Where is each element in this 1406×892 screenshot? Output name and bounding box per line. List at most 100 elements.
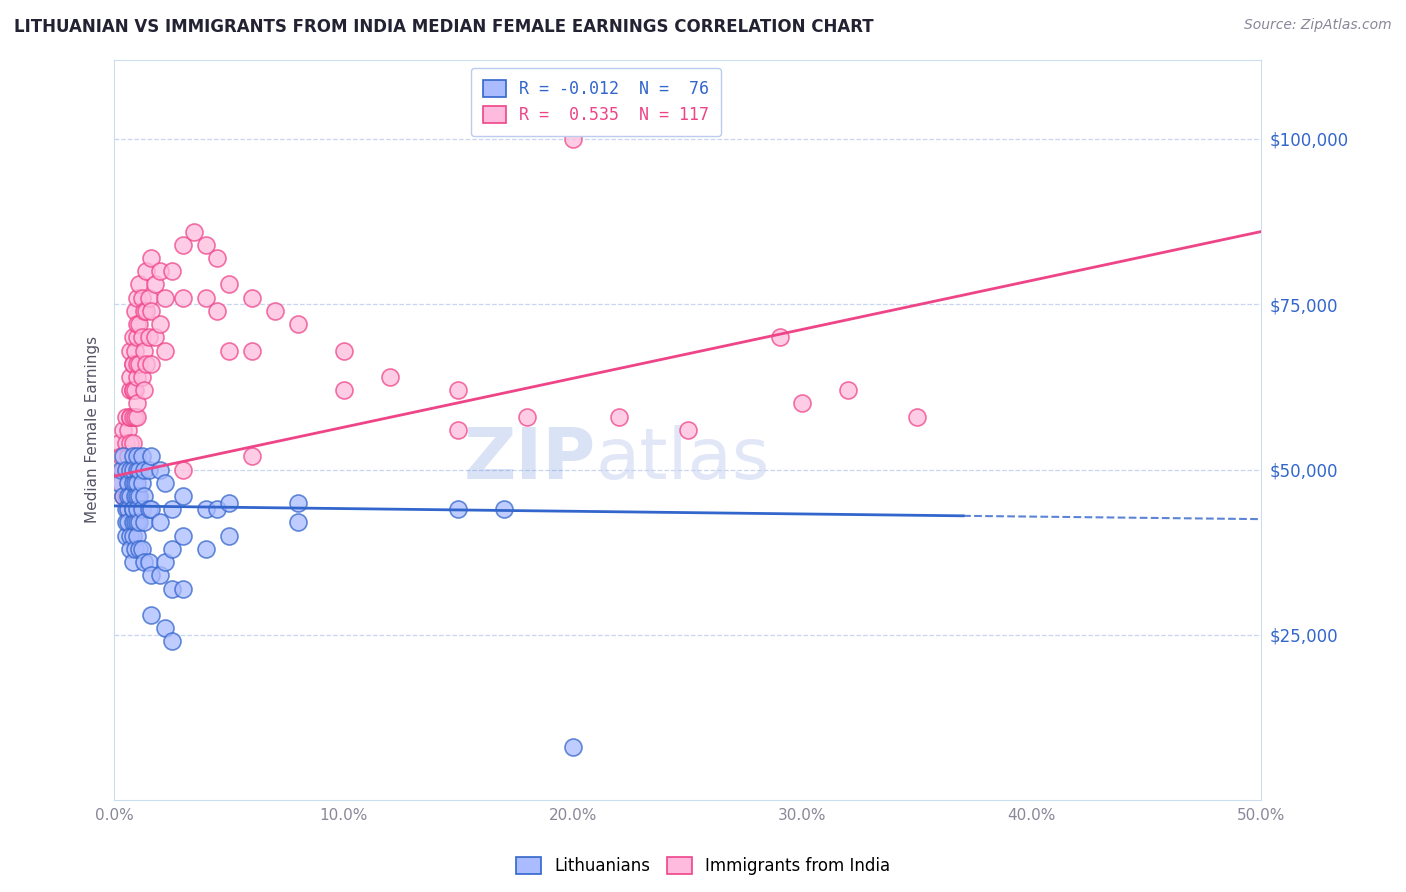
Point: [160, 582, 183, 596]
Point: [138, 502, 160, 516]
Point: [135, 357, 157, 371]
Point: [194, 291, 217, 305]
Point: [127, 291, 149, 305]
Point: [145, 277, 167, 292]
Point: [124, 541, 146, 556]
Point: [149, 462, 172, 476]
Point: [117, 423, 139, 437]
Point: [562, 132, 585, 146]
Point: [131, 475, 153, 490]
Point: [114, 462, 136, 476]
Point: [127, 409, 149, 424]
Point: [139, 357, 162, 371]
Point: [287, 516, 309, 530]
Point: [132, 555, 155, 569]
Point: [120, 409, 142, 424]
Point: [107, 436, 129, 450]
Point: [194, 237, 217, 252]
Point: [139, 568, 162, 582]
Point: [120, 409, 142, 424]
Point: [218, 343, 240, 358]
Point: [127, 396, 149, 410]
Point: [124, 343, 146, 358]
Point: [120, 383, 142, 397]
Point: [121, 357, 143, 371]
Point: [131, 291, 153, 305]
Point: [121, 502, 143, 516]
Point: [447, 383, 470, 397]
Point: [107, 475, 129, 490]
Point: [121, 383, 143, 397]
Point: [160, 502, 183, 516]
Point: [112, 450, 135, 464]
Point: [117, 502, 139, 516]
Point: [145, 330, 167, 344]
Point: [117, 475, 139, 490]
Point: [127, 370, 149, 384]
Point: [121, 409, 143, 424]
Point: [120, 541, 142, 556]
Point: [124, 516, 146, 530]
Point: [110, 450, 132, 464]
Point: [153, 555, 176, 569]
Point: [139, 303, 162, 318]
Point: [127, 516, 149, 530]
Point: [837, 383, 859, 397]
Point: [132, 462, 155, 476]
Point: [447, 423, 470, 437]
Point: [607, 409, 630, 424]
Point: [114, 516, 136, 530]
Point: [112, 423, 135, 437]
Point: [135, 264, 157, 278]
Point: [172, 462, 194, 476]
Point: [153, 475, 176, 490]
Point: [447, 502, 470, 516]
Point: [138, 330, 160, 344]
Point: [127, 450, 149, 464]
Point: [172, 529, 194, 543]
Point: [114, 436, 136, 450]
Point: [172, 291, 194, 305]
Point: [117, 516, 139, 530]
Point: [117, 475, 139, 490]
Point: [124, 475, 146, 490]
Point: [121, 502, 143, 516]
Point: [149, 516, 172, 530]
Point: [121, 383, 143, 397]
Point: [120, 462, 142, 476]
Point: [132, 516, 155, 530]
Point: [131, 330, 153, 344]
Point: [128, 357, 150, 371]
Point: [127, 502, 149, 516]
Point: [207, 502, 229, 516]
Point: [149, 264, 172, 278]
Point: [149, 317, 172, 331]
Point: [114, 409, 136, 424]
Point: [121, 330, 143, 344]
Point: [112, 462, 135, 476]
Point: [120, 436, 142, 450]
Point: [131, 370, 153, 384]
Point: [218, 529, 240, 543]
Point: [120, 529, 142, 543]
Point: [124, 303, 146, 318]
Point: [121, 462, 143, 476]
Point: [172, 582, 194, 596]
Point: [127, 462, 149, 476]
Point: [110, 462, 132, 476]
Point: [121, 516, 143, 530]
Point: [263, 303, 285, 318]
Point: [153, 621, 176, 635]
Point: [516, 409, 538, 424]
Point: [120, 343, 142, 358]
Point: [124, 489, 146, 503]
Point: [131, 450, 153, 464]
Point: [768, 330, 790, 344]
Point: [676, 423, 699, 437]
Point: [120, 489, 142, 503]
Text: LITHUANIAN VS IMMIGRANTS FROM INDIA MEDIAN FEMALE EARNINGS CORRELATION CHART: LITHUANIAN VS IMMIGRANTS FROM INDIA MEDI…: [14, 18, 873, 36]
Point: [160, 634, 183, 648]
Point: [121, 475, 143, 490]
Point: [121, 450, 143, 464]
Point: [194, 502, 217, 516]
